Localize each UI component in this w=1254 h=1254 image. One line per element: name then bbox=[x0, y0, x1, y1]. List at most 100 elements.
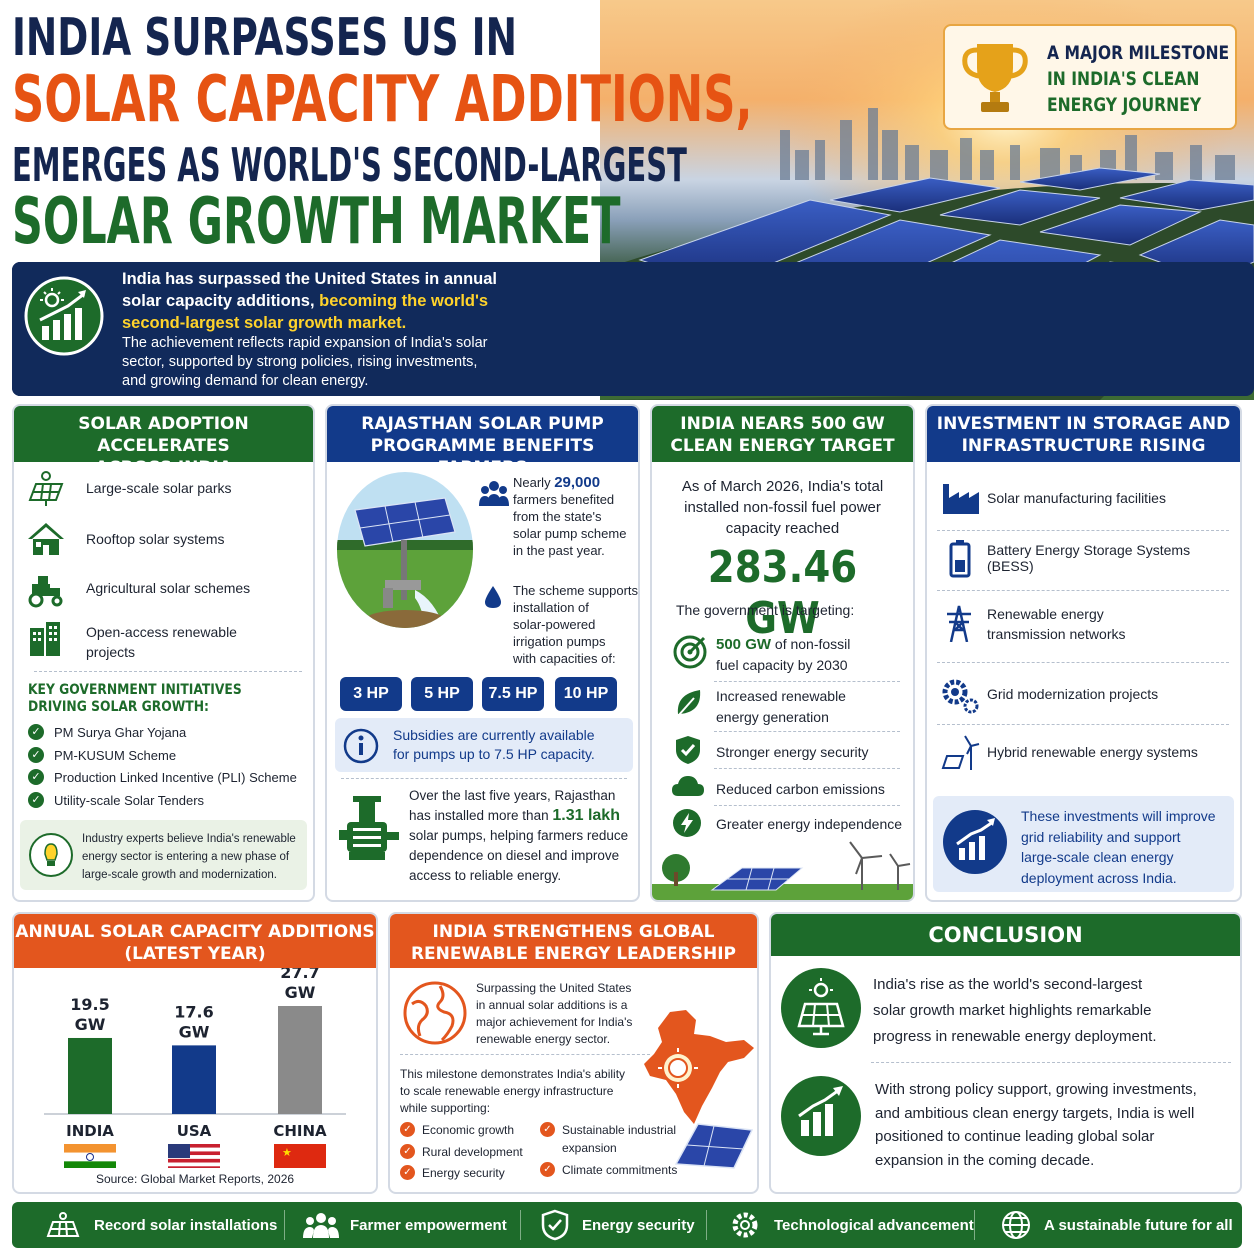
conclusion-c2: solar growth market highlights remarkabl… bbox=[873, 1002, 1152, 1019]
adoption-item-solar-parks: Large-scale solar parks bbox=[24, 468, 232, 508]
title-line-4: SOLAR GROWTH MARKET bbox=[12, 185, 621, 259]
conclusion-card: CONCLUSION India's rise as the world's s… bbox=[769, 912, 1242, 1194]
leadership-a1: Surpassing the United States bbox=[476, 981, 632, 995]
clean-energy-target-card: INDIA NEARS 500 GW CLEAN ENERGY TARGET A… bbox=[650, 404, 915, 902]
chart-value-label: 19.5 bbox=[70, 995, 109, 1014]
target-text-2: installed non-fossil fuel power bbox=[684, 499, 881, 516]
farmers-text-d: solar pump scheme bbox=[513, 526, 627, 541]
adoption-item-rooftop: Rooftop solar systems bbox=[24, 519, 225, 559]
check-icon: ✓ bbox=[28, 747, 44, 763]
shield-check-icon bbox=[541, 1209, 569, 1241]
solar-panel-icon bbox=[28, 471, 64, 506]
chart-source: Source: Global Market Reports, 2026 bbox=[95, 1172, 295, 1186]
milestone-line-2: IN INDIA'S CLEAN bbox=[1047, 68, 1200, 90]
scheme-text-4: irrigation pumps bbox=[513, 634, 606, 649]
adoption-item-open-access: Open-access renewable projects bbox=[24, 618, 237, 662]
lightning-icon bbox=[673, 809, 701, 837]
solar-wind-landscape-image bbox=[652, 841, 913, 900]
check-icon: ✓ bbox=[28, 724, 44, 740]
chart-value-label: 27.7 bbox=[280, 968, 319, 982]
check-icon: ✓ bbox=[540, 1122, 555, 1137]
hp-badge: 10 HP bbox=[555, 677, 617, 711]
growth-bars-icon bbox=[781, 1076, 861, 1156]
battery-icon bbox=[949, 540, 971, 578]
conclusion-d1: With strong policy support, growing inve… bbox=[875, 1081, 1197, 1098]
subsidy-text-1: Subsidies are currently available bbox=[393, 727, 595, 743]
initiative-item: ✓ PM Surya Ghar Yojana bbox=[28, 724, 186, 740]
pump-machine-icon bbox=[339, 796, 399, 860]
initiative-item: ✓ PM-KUSUM Scheme bbox=[28, 747, 176, 763]
svg-text:★: ★ bbox=[282, 1146, 292, 1159]
people-group-icon bbox=[303, 1213, 339, 1238]
expert-text-3: large-scale growth and modernization. bbox=[82, 869, 277, 881]
farmers-text-c: from the state's bbox=[513, 509, 602, 524]
check-icon: ✓ bbox=[400, 1122, 415, 1137]
annual-additions-card: ANNUAL SOLAR CAPACITY ADDITIONS (LATEST … bbox=[12, 912, 378, 1194]
intro-banner: India has surpassed the United States in… bbox=[12, 262, 1254, 396]
pumps-text-3: solar pumps, helping farmers reduce bbox=[409, 828, 629, 843]
chart-bar bbox=[172, 1045, 216, 1114]
farmers-text-e: in the past year. bbox=[513, 543, 605, 558]
adoption-item-label: Rooftop solar systems bbox=[86, 531, 225, 547]
initiative-label: Utility-scale Solar Tenders bbox=[54, 792, 205, 808]
usa-flag-icon bbox=[168, 1144, 220, 1148]
rajasthan-title-1: RAJASTHAN SOLAR PUMP bbox=[361, 414, 604, 434]
intro-text-1b: solar capacity additions, bbox=[122, 292, 315, 310]
annual-title-2: (LATEST YEAR) bbox=[124, 944, 266, 964]
intro-text-2a: The achievement reflects rapid expansion… bbox=[122, 335, 488, 351]
solar-growth-chart-icon bbox=[24, 276, 104, 356]
china-flag-icon bbox=[274, 1144, 326, 1168]
goal-renewable-2: energy generation bbox=[716, 709, 829, 725]
leaf-icon bbox=[677, 690, 701, 717]
check-icon: ✓ bbox=[28, 769, 44, 785]
factory-icon bbox=[943, 484, 979, 514]
conclusion-c3: progress in renewable energy deployment. bbox=[873, 1028, 1157, 1045]
installed-capacity-value: 283.46 GW bbox=[707, 542, 858, 644]
investment-item-transmission: Renewable energy transmission networks bbox=[939, 602, 1126, 644]
hp-badge: 5 HP bbox=[411, 677, 473, 711]
leadership-card: INDIA STRENGTHENS GLOBAL RENEWABLE ENERG… bbox=[388, 912, 759, 1194]
intro-text-2c: and growing demand for clean energy. bbox=[122, 373, 369, 389]
target-icon bbox=[673, 635, 707, 669]
scheme-text-1: The scheme supports bbox=[513, 583, 639, 598]
investment-note-4: deployment across India. bbox=[1021, 869, 1177, 886]
check-icon: ✓ bbox=[400, 1144, 415, 1159]
annual-title-1: ANNUAL SOLAR CAPACITY ADDITIONS bbox=[15, 922, 375, 942]
conclusion-d3: positioned to continue leading global so… bbox=[875, 1128, 1155, 1145]
conclusion-d4: expansion in the coming decade. bbox=[875, 1151, 1095, 1169]
pumps-text-5: access to reliable energy. bbox=[409, 868, 562, 883]
initiative-item: ✓ Utility-scale Solar Tenders bbox=[28, 792, 204, 808]
intro-text-2b: sector, supported by strong policies, ri… bbox=[122, 354, 478, 370]
subsidy-note: Subsidies are currently available for pu… bbox=[335, 718, 633, 772]
farmers-text-b: farmers benefited bbox=[513, 492, 615, 507]
investment-item-label-2: transmission networks bbox=[987, 626, 1126, 642]
adoption-title-1: SOLAR ADOPTION ACCELERATES bbox=[78, 414, 249, 456]
rajasthan-card: RAJASTHAN SOLAR PUMP PROGRAMME BENEFITS … bbox=[325, 404, 640, 902]
investment-item-label: Battery Energy Storage Systems (BESS) bbox=[987, 542, 1191, 574]
chart-category-label: USA bbox=[177, 1122, 212, 1140]
footer-item: Technological advancement bbox=[728, 1202, 974, 1248]
footer-item: Record solar installations bbox=[44, 1202, 277, 1248]
investment-item-label: Hybrid renewable energy systems bbox=[987, 744, 1198, 760]
target-title-1: INDIA NEARS 500 GW bbox=[680, 414, 885, 434]
benefit-item: ✓ Sustainable industrial expansion bbox=[540, 1122, 676, 1157]
leadership-a4: renewable energy sector. bbox=[476, 1032, 611, 1046]
goal-independence: Greater energy independence bbox=[716, 816, 903, 832]
investment-item-hybrid: Hybrid renewable energy systems bbox=[939, 732, 1198, 772]
initiative-label: PM-KUSUM Scheme bbox=[54, 747, 177, 763]
solar-wind-icon bbox=[941, 735, 980, 770]
benefit-item: ✓ Economic growth bbox=[400, 1122, 514, 1137]
chart-value-unit: GW bbox=[285, 983, 316, 1002]
chart-bar bbox=[278, 1006, 322, 1114]
initiative-item: ✓ Production Linked Incentive (PLI) Schem… bbox=[28, 769, 297, 785]
scheme-text-3: solar-powered bbox=[513, 617, 596, 632]
growth-chart-icon bbox=[943, 810, 1007, 874]
india-map-image bbox=[644, 1010, 754, 1169]
investment-note: These investments will improve grid reli… bbox=[933, 796, 1234, 892]
goal-security: Stronger energy security bbox=[716, 744, 869, 760]
milestone-line-3: ENERGY JOURNEY bbox=[1047, 94, 1202, 116]
title-line-2: SOLAR CAPACITY ADDITIONS, bbox=[12, 63, 753, 137]
milestone-badge: A MAJOR MILESTONE IN INDIA'S CLEAN ENERG… bbox=[943, 24, 1237, 130]
solar-panel-sun-icon bbox=[781, 968, 861, 1048]
investment-item-label: Grid modernization projects bbox=[987, 686, 1159, 702]
